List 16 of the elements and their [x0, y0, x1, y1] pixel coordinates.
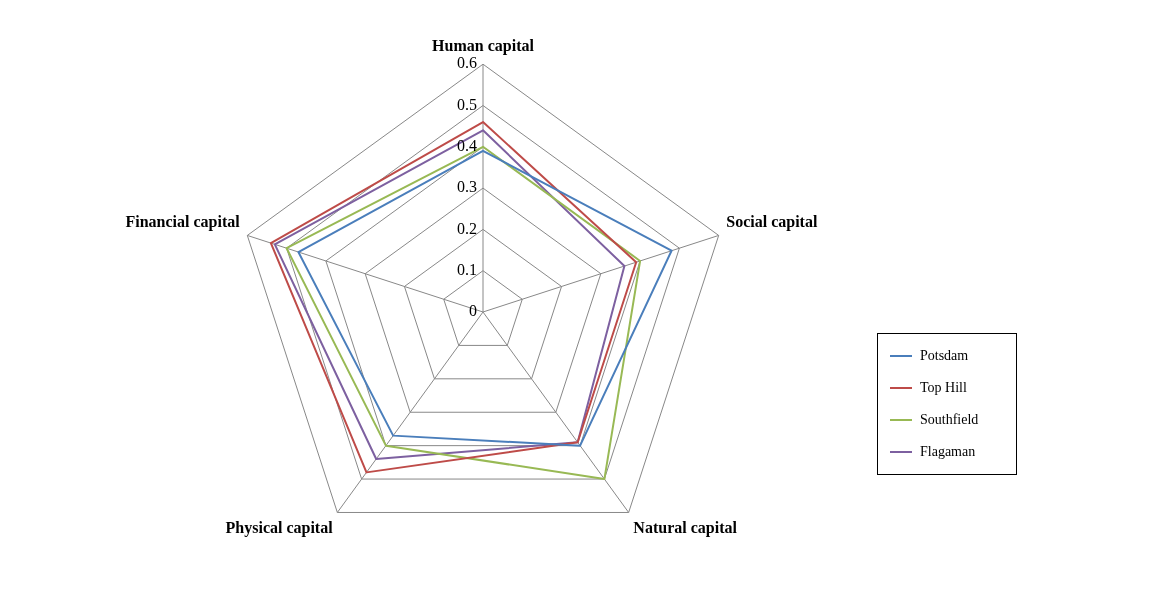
- y-tick-label: 0.3: [457, 178, 477, 196]
- legend-label: Top Hill: [920, 380, 967, 396]
- legend-label: Potsdam: [920, 348, 969, 364]
- y-tick-label: 0.1: [457, 260, 477, 278]
- spoke-label: Natural capital: [633, 518, 738, 537]
- y-tick-label: 0.6: [457, 54, 477, 72]
- spoke-label: Physical capital: [225, 518, 334, 537]
- spoke-label: Human capital: [432, 36, 535, 55]
- spoke-label: Financial capital: [125, 213, 241, 232]
- spoke-label: Social capital: [726, 213, 818, 232]
- y-tick-label: 0: [469, 302, 477, 320]
- y-tick-label: 0.2: [457, 219, 477, 237]
- legend-label: Southfield: [920, 412, 979, 428]
- y-tick-label: 0.5: [457, 95, 477, 113]
- legend-label: Flagaman: [920, 444, 976, 460]
- y-tick-label: 0.4: [457, 137, 477, 154]
